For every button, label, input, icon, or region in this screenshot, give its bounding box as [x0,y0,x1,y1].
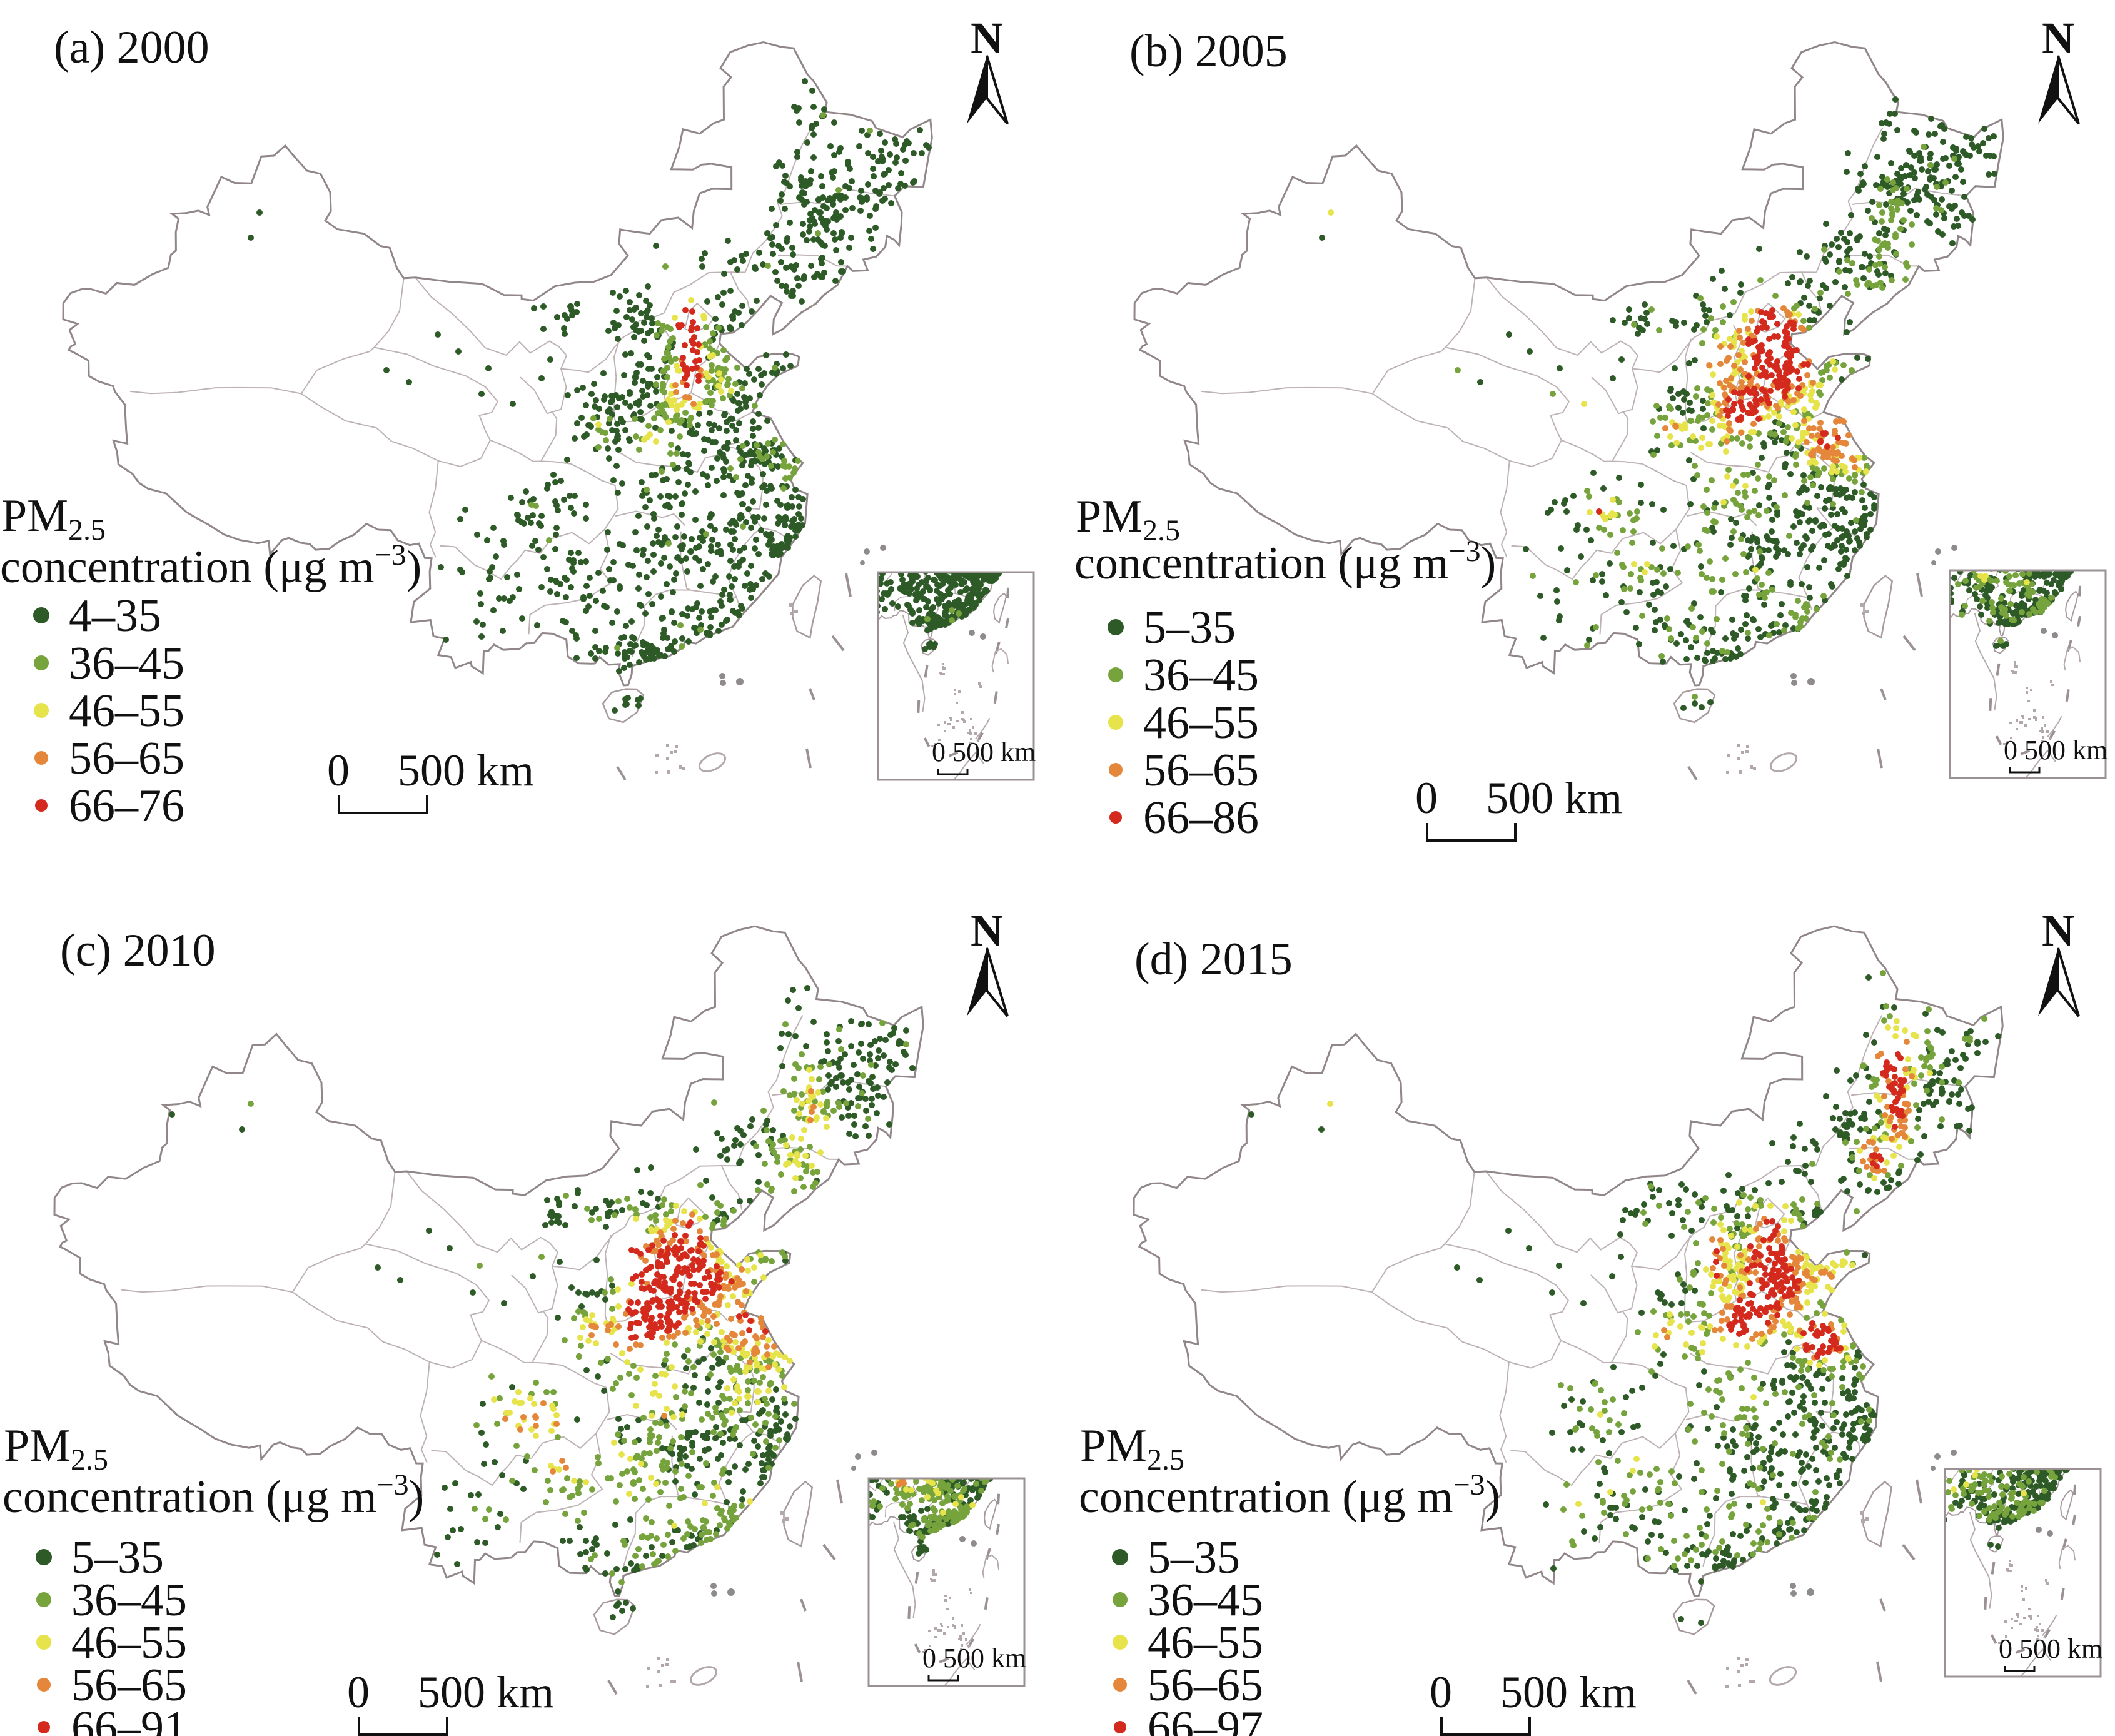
svg-text:0 500 km: 0 500 km [932,737,1036,767]
svg-text:5–35: 5–35 [1143,602,1236,654]
svg-text:66–86: 66–86 [1143,792,1259,844]
svg-text:56–65: 56–65 [1143,745,1259,796]
svg-text:66–91: 66–91 [71,1702,187,1736]
svg-text:46–55: 46–55 [1143,697,1259,749]
svg-text:66–76: 66–76 [69,780,184,832]
svg-text:500 km: 500 km [1486,773,1622,823]
svg-text:500 km: 500 km [398,745,534,795]
svg-text:concentration (μg m−3): concentration (μg m−3) [0,538,421,593]
svg-text:(a) 2000: (a) 2000 [54,22,209,73]
svg-text:0: 0 [327,745,350,795]
svg-text:PM2.5: PM2.5 [1076,491,1180,547]
svg-text:5–35: 5–35 [71,1532,164,1583]
svg-text:0 500 km: 0 500 km [2004,735,2107,765]
svg-text:PM2.5: PM2.5 [4,1420,108,1476]
svg-text:(c) 2010: (c) 2010 [60,925,216,976]
svg-text:(b) 2005: (b) 2005 [1129,26,1288,77]
svg-text:N: N [971,906,1003,956]
svg-text:concentration (μg m−3): concentration (μg m−3) [3,1468,424,1523]
svg-text:N: N [2042,13,2074,63]
svg-text:concentration (μg m−3): concentration (μg m−3) [1074,535,1496,589]
svg-text:36–45: 36–45 [71,1575,187,1626]
svg-text:0: 0 [347,1667,370,1717]
svg-text:N: N [971,13,1003,63]
svg-text:0: 0 [1415,773,1438,823]
svg-text:500 km: 500 km [418,1667,554,1717]
svg-text:4–35: 4–35 [69,590,161,642]
svg-text:36–45: 36–45 [69,638,184,689]
svg-text:56–65: 56–65 [71,1660,187,1711]
svg-text:46–55: 46–55 [69,685,184,737]
svg-text:56–65: 56–65 [69,733,184,784]
svg-text:36–45: 36–45 [1143,650,1259,701]
svg-text:46–55: 46–55 [71,1617,187,1668]
